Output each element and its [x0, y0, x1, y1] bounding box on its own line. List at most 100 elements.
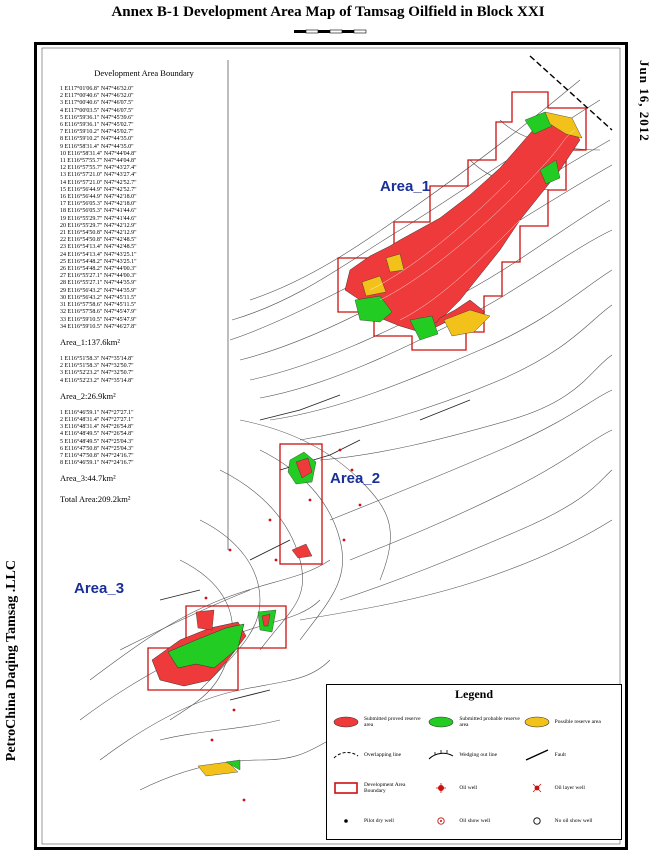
- area1-point: 20 E116°55'29.7" N47°42'12.9": [60, 222, 137, 229]
- area2-point: 1 E116°51'58.3" N47°35'14.8": [60, 355, 134, 362]
- area3-point: 5 E116°48'49.5" N47°25'04.3": [60, 438, 134, 445]
- area3-point: 3 E116°48'31.4" N47°26'54.8": [60, 424, 134, 431]
- legend-item: Oil layer well: [522, 771, 617, 804]
- area1-point: 34 E116°59'10.5" N47°46'27.8": [60, 323, 137, 330]
- area3-area-text: Area_3:44.7km²: [60, 473, 116, 484]
- legend-item: Pilot dry well: [331, 804, 426, 837]
- area3-label: Area_3: [74, 580, 125, 597]
- area3-point: 4 E116°48'49.5" N47°26'54.8": [60, 431, 134, 438]
- scale-bar: [294, 29, 367, 34]
- area1-point: 32 E116°57'58.6" N47°45'47.9": [60, 309, 137, 316]
- area3-point: 8 E116°46'59.1" N47°24'16.7": [60, 460, 134, 467]
- area1-point: 3 E117°00'40.6" N47°46'07.5": [60, 100, 134, 107]
- area1-boundary: [337, 91, 587, 351]
- area1-point: 12 E116°57'55.7" N47°43'27.4": [60, 165, 137, 172]
- area1-point: 33 E116°59'10.5" N47°45'47.9": [60, 316, 137, 323]
- legend-label: Fault: [554, 751, 566, 758]
- area2-point: 3 E116°52'23.2" N47°32'50.7": [60, 370, 134, 377]
- area3-point: 2 E116°48'31.4" N47°27'27.1": [60, 416, 134, 423]
- legend-symbol-icon: [344, 818, 348, 823]
- area1-point: 25 E116°54'48.2" N47°43'25.1": [60, 258, 137, 265]
- legend-item: Fault: [522, 738, 617, 771]
- legend-symbol-icon: [436, 782, 447, 793]
- area3-point: 6 E116°47'50.8" N47°25'04.3": [60, 445, 134, 452]
- legend-item: Submitted proved reserve area: [331, 705, 426, 738]
- area1-point: 31 E116°57'58.6" N47°45'11.5": [60, 302, 137, 309]
- area2-label: Area_2: [330, 470, 381, 487]
- legend-item: No oil show well: [522, 804, 617, 837]
- legend-symbol-icon: [333, 751, 359, 758]
- legend-item: Development Area Boundary: [331, 771, 426, 804]
- legend: Legend Submitted proved reserve area Subm…: [326, 684, 622, 840]
- legend-symbol-icon: [525, 748, 548, 761]
- area1-point: 19 E116°55'29.7" N47°41'44.6": [60, 215, 137, 222]
- area1-point: 4 E117°00'03.5" N47°46'07.5": [60, 107, 134, 114]
- legend-title: Legend: [454, 687, 493, 701]
- area1-point: 26 E116°54'48.2" N47°44'00.3": [60, 266, 137, 273]
- area1-coordinate-list: 1 E117°01'06.8" N47°46'32.0" 2 E117°00'40…: [60, 86, 228, 331]
- area1-label: Area_1: [380, 178, 431, 195]
- legend-label: Development Area Boundary: [364, 781, 406, 794]
- area1-point: 15 E116°56'44.9" N47°42'52.7": [60, 186, 137, 193]
- legend-label: Overlapping line: [364, 751, 402, 758]
- area2-point: 2 E116°51'58.3" N47°32'50.7": [60, 363, 134, 370]
- area1-point: 30 E116°56'43.2" N47°45'11.5": [60, 294, 137, 301]
- legend-symbol-icon: [524, 716, 549, 727]
- legend-grid: Submitted proved reserve area Submitted p…: [331, 705, 617, 837]
- area3-point: 1 E116°46'59.1" N47°27'27.1": [60, 409, 134, 416]
- area3-possible-reserve: [197, 761, 239, 777]
- area1-point: 10 E116°58'31.4" N47°44'04.8": [60, 150, 137, 157]
- area1-point: 8 E116°59'10.2" N47°44'35.0": [60, 136, 134, 143]
- area2-boundary: [279, 443, 323, 565]
- legend-label: No oil show well: [554, 817, 593, 824]
- area1-point: 18 E116°56'05.3" N47°41'44.6": [60, 208, 137, 215]
- legend-label: Possible reserve area: [554, 718, 601, 725]
- boundary-header: Development Area Boundary: [94, 68, 194, 78]
- legend-symbol-icon: [429, 716, 454, 727]
- area1-point: 22 E116°54'50.8" N47°42'48.5": [60, 237, 137, 244]
- legend-item: Submitted probable reserve area: [426, 705, 521, 738]
- area1-point: 27 E116°55'27.1" N47°44'00.3": [60, 273, 137, 280]
- area2-coordinate-list: 1 E116°51'58.3" N47°35'14.8" 2 E116°51'58…: [60, 356, 228, 385]
- legend-label: Pilot dry well: [364, 817, 394, 824]
- area1-point: 11 E116°57'55.7" N47°44'04.8": [60, 158, 137, 165]
- area1-point: 23 E116°54'13.4" N47°42'48.5": [60, 244, 137, 251]
- area1-point: 9 E116°58'31.4" N47°44'35.0": [60, 143, 134, 150]
- legend-label: Oil layer well: [554, 784, 585, 791]
- legend-label: Submitted probable reserve area: [459, 715, 520, 728]
- legend-item: Possible reserve area: [522, 705, 617, 738]
- area1-point: 7 E116°59'10.2" N47°45'02.7": [60, 129, 134, 136]
- area1-point: 16 E116°56'44.9" N47°42'18.0": [60, 194, 137, 201]
- area1-point: 17 E116°56'05.3" N47°42'18.0": [60, 201, 137, 208]
- area2-point: 4 E116°52'23.2" N47°35'14.8": [60, 377, 134, 384]
- area3-point: 7 E116°47'50.8" N47°24'16.7": [60, 452, 134, 459]
- area2-area-text: Area_2:26.9km²: [60, 390, 116, 401]
- area1-point: 2 E117°00'40.6" N47°46'32.0": [60, 93, 134, 100]
- well-markers: [204, 448, 362, 802]
- area1-area-text: Area_1:137.6km²: [60, 336, 120, 347]
- legend-label: Wedging out line: [459, 751, 498, 758]
- area1-point: 14 E116°57'21.0" N47°42'52.7": [60, 179, 137, 186]
- area1-point: 5 E116°59'36.1" N47°45'39.6": [60, 114, 134, 121]
- map-frame: [34, 42, 628, 850]
- legend-item: Wedging out line: [426, 738, 521, 771]
- legend-symbol-icon: [533, 816, 541, 825]
- area1-point: 24 E116°54'13.4" N47°43'25.1": [60, 251, 137, 258]
- legend-symbol-icon: [428, 749, 454, 759]
- legend-symbol-icon: [437, 816, 445, 825]
- area1-point: 1 E117°01'06.8" N47°46'32.0": [60, 86, 134, 92]
- map-date: Jun 16, 2012: [637, 60, 652, 142]
- legend-symbol-icon: [532, 783, 541, 792]
- area3-coordinate-list: 1 E116°46'59.1" N47°27'27.1" 2 E116°48'31…: [60, 410, 228, 468]
- legend-item: Oil well: [426, 771, 521, 804]
- legend-label: Submitted proved reserve area: [364, 715, 421, 728]
- page-title: Annex B-1 Development Area Map of Tamsag…: [111, 4, 545, 20]
- area1-probable-reserve: [354, 295, 393, 323]
- legend-item: Overlapping line: [331, 738, 426, 771]
- legend-item: Oil show well: [426, 804, 521, 837]
- legend-symbol-icon: [333, 716, 359, 727]
- area1-point: 13 E116°57'21.0" N47°43'27.4": [60, 172, 137, 179]
- total-area-text: Total Area:209.2km²: [60, 494, 131, 505]
- boundary-panel: Development Area Boundary 1 E117°01'06.8…: [60, 68, 228, 548]
